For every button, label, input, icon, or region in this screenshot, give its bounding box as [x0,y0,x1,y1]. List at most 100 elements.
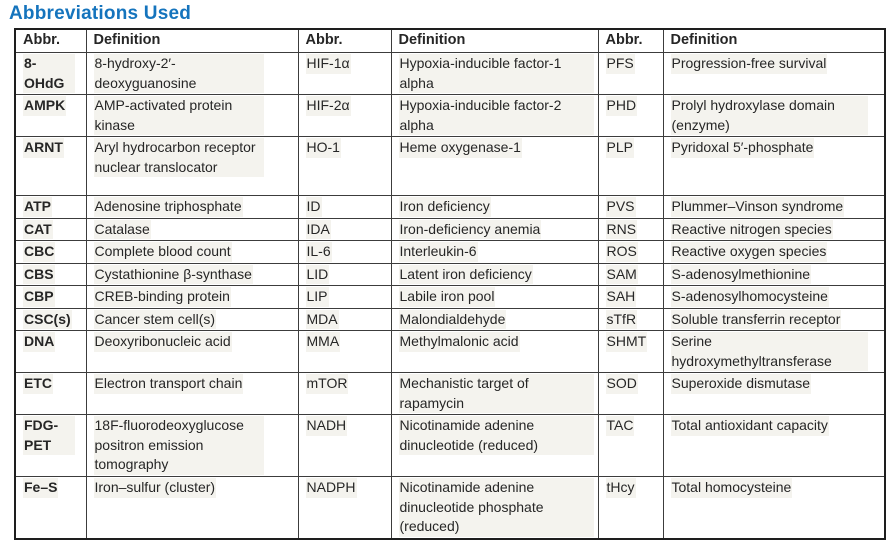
definition-text: Nicotinamide adenine dinucleotide phosph… [398,478,594,537]
definition-text: S-adenosylhomocysteine [670,287,829,307]
abbr-cell: HIF-1α [297,52,392,95]
abbr-text: Fe–S [23,478,59,498]
abbr-cell: MDA [297,307,392,331]
definition-cell: Labile iron pool [390,285,599,309]
abbr-cell: PFS [597,52,664,95]
definition-text: Aryl hydrocarbon receptor nuclear transl… [93,138,264,177]
abbr-cell: CSC(s) [14,307,87,331]
definition-cell: Prolyl hydroxylase domain (enzyme) [662,94,886,137]
abbr-text: HO-1 [305,138,341,158]
abbr-cell: CBP [14,285,87,309]
definition-cell: Superoxide dismutase [662,372,886,415]
definition-cell: Progression-free survival [662,52,886,95]
definition-text: Superoxide dismutase [670,374,812,394]
definition-cell: Nicotinamide adenine dinucleotide (reduc… [390,414,599,477]
definition-cell: Complete blood count [85,240,299,264]
abbr-cell: ARNT [14,136,87,196]
definition-cell: S-adenosylhomocysteine [662,285,886,309]
abbr-cell: IL-6 [297,240,392,264]
definition-cell: Hypoxia-inducible factor-1 alpha [390,52,599,95]
abbr-cell: SOD [597,372,664,415]
abbr-cell: Fe–S [14,476,87,539]
abbr-text: NADH [305,416,348,436]
abbr-cell: sTfR [597,307,664,331]
definition-text: Reactive oxygen species [670,242,828,262]
definition-text: Electron transport chain [93,374,244,394]
abbr-cell: LID [297,262,392,286]
column-header-definition-1: Definition [85,28,299,53]
abbr-text: NADPH [305,478,357,498]
abbr-cell: CBC [14,240,87,264]
table-row: ATP Adenosine triphosphate ID Iron defic… [14,195,886,219]
column-header-abbr-3: Abbr. [597,28,664,53]
abbr-text: LID [305,264,330,284]
definition-text: 18F-fluorodeoxyglucose positron emission… [93,416,264,475]
definition-text: Reactive nitrogen species [670,219,833,239]
definition-cell: Cancer stem cell(s) [85,307,299,331]
definition-cell: 18F-fluorodeoxyglucose positron emission… [85,414,299,477]
table-row: CBP CREB-binding protein LIP Labile iron… [14,285,886,309]
definition-text: Malondialdehyde [398,309,507,329]
abbr-text: CSC(s) [23,309,72,329]
definition-text: Complete blood count [93,242,232,262]
abbr-text: IDA [305,219,331,239]
column-header-abbr-2: Abbr. [297,28,392,53]
table-row: CBC Complete blood count IL-6 Interleuki… [14,240,886,264]
definition-text: Catalase [93,219,151,239]
definition-text: Iron deficiency [398,197,491,217]
definition-text: Heme oxygenase-1 [398,138,522,158]
page: Abbreviations Used Abbr. Definition Abbr… [0,3,888,540]
definition-text: AMP-activated protein kinase [93,96,264,135]
definition-text: Iron-deficiency anemia [398,219,542,239]
abbr-cell: SAM [597,262,664,286]
abbr-text: ARNT [23,138,64,158]
abbr-text: CBS [23,264,55,284]
definition-cell: CREB-binding protein [85,285,299,309]
table-row: Fe–S Iron–sulfur (cluster) NADPH Nicotin… [14,476,886,539]
abbr-text: SHMT [605,332,648,352]
abbr-text: RNS [605,219,638,239]
abbr-text: HIF-1α [305,54,351,74]
abbr-cell: 8-OHdG [14,52,87,95]
definition-text: Hypoxia-inducible factor-2 alpha [398,96,594,135]
abbr-text: tHcy [605,478,636,498]
abbr-text: LIP [305,287,329,307]
definition-text: Latent iron deficiency [398,264,533,284]
abbr-text: mTOR [305,374,349,394]
definition-cell: Plummer–Vinson syndrome [662,195,886,219]
definition-text: Prolyl hydroxylase domain (enzyme) [670,96,868,135]
abbr-cell: FDG-PET [14,414,87,477]
table-row: DNA Deoxyribonucleic acid MMA Methylmalo… [14,330,886,373]
definition-text: Deoxyribonucleic acid [93,332,232,352]
column-header-abbr-1: Abbr. [14,28,87,53]
definition-text: Hypoxia-inducible factor-1 alpha [398,54,594,93]
definition-cell: Reactive oxygen species [662,240,886,264]
definition-text: Mechanistic target of rapamycin [398,374,594,413]
abbr-text: AMPK [23,96,67,116]
table-row: CSC(s) Cancer stem cell(s) MDA Malondial… [14,307,886,331]
abbr-cell: AMPK [14,94,87,137]
abbr-cell: SAH [597,285,664,309]
definition-cell: Adenosine triphosphate [85,195,299,219]
abbr-cell: IDA [297,217,392,241]
abbr-cell: NADPH [297,476,392,539]
definition-cell: Iron-deficiency anemia [390,217,599,241]
definition-cell: Nicotinamide adenine dinucleotide phosph… [390,476,599,539]
definition-text: Nicotinamide adenine dinucleotide (reduc… [398,416,594,455]
abbr-cell: HO-1 [297,136,392,196]
table-row: CAT Catalase IDA Iron-deficiency anemia … [14,217,886,241]
definition-cell: Iron–sulfur (cluster) [85,476,299,539]
abbr-text: CBP [23,287,55,307]
definition-text: Total antioxidant capacity [670,416,829,436]
definition-cell: Iron deficiency [390,195,599,219]
definition-cell: Aryl hydrocarbon receptor nuclear transl… [85,136,299,196]
abbr-cell: mTOR [297,372,392,415]
definition-cell: Methylmalonic acid [390,330,599,373]
abbr-text: SOD [605,374,638,394]
definition-text: Plummer–Vinson syndrome [670,197,845,217]
abbr-text: ATP [23,197,52,217]
abbr-cell: RNS [597,217,664,241]
abbr-text: HIF-2α [305,96,351,116]
column-header-definition-2: Definition [390,28,599,53]
abbr-text: PLP [605,138,634,158]
